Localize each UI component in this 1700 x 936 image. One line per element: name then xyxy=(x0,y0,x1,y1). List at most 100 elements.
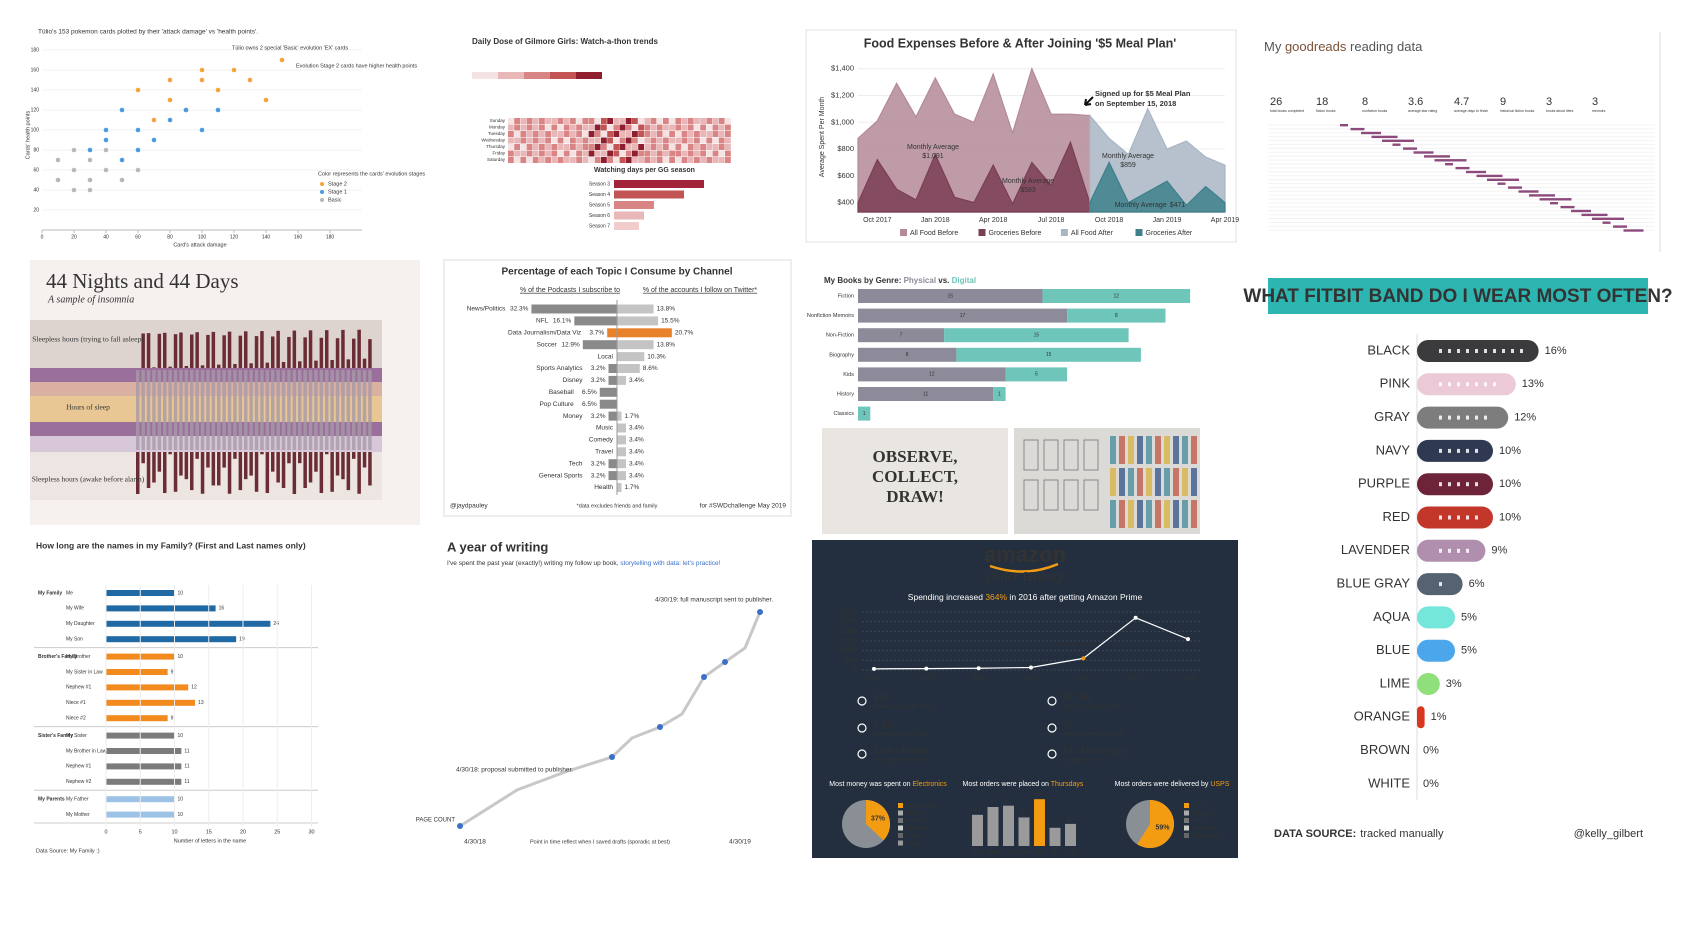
night-bar xyxy=(211,452,216,486)
x-tick-label: Jan 2018 xyxy=(921,217,950,224)
legend-swatch xyxy=(1184,803,1189,808)
heat-cell xyxy=(694,144,700,150)
value-label: 10% xyxy=(1499,478,1521,490)
value-label: 3.4% xyxy=(629,472,644,479)
heat-cell xyxy=(725,157,731,163)
category-label: AQUA xyxy=(1373,609,1410,624)
heat-cell xyxy=(675,150,682,157)
heat-cell xyxy=(669,150,675,157)
night-bar xyxy=(265,452,270,494)
band-hole xyxy=(1475,482,1478,487)
night-bar xyxy=(260,452,264,455)
value-label: 11 xyxy=(184,779,189,785)
bar xyxy=(858,308,1068,323)
sleep-bar xyxy=(287,370,291,450)
annotation: Evolution Stage 2 cards have higher heal… xyxy=(296,63,417,69)
heat-cell xyxy=(576,124,582,131)
x-tick-label: 0 xyxy=(41,234,44,240)
category-label: My Son xyxy=(66,637,83,643)
bar xyxy=(987,807,999,846)
heat-cell xyxy=(557,124,564,131)
x-tick-label: 20 xyxy=(240,829,246,835)
night-bar xyxy=(141,333,145,368)
sleep-bar xyxy=(298,370,302,450)
heat-cell xyxy=(514,118,520,124)
heat-cell xyxy=(601,150,607,157)
sleep-bar xyxy=(330,370,334,450)
timeline-bar xyxy=(1403,147,1417,150)
category-label: Nephew #1 xyxy=(66,685,92,691)
bar xyxy=(1042,289,1191,303)
x-tick-label: 60 xyxy=(135,234,141,240)
timeline-bar xyxy=(1539,198,1572,201)
band xyxy=(30,436,382,452)
band-hole xyxy=(1466,448,1469,453)
value-label: 10% xyxy=(1499,445,1521,457)
season-bar xyxy=(614,190,684,199)
y-tick-label: 100 xyxy=(31,127,40,133)
bar xyxy=(1417,606,1455,629)
photo-detail xyxy=(1128,500,1134,528)
value-label: 10 xyxy=(178,654,184,660)
value-label: 3.2% xyxy=(591,472,606,479)
point xyxy=(71,167,77,173)
average-value: $1,091 xyxy=(922,153,944,160)
band-hole xyxy=(1439,482,1442,487)
heat-cell xyxy=(520,137,527,144)
bar xyxy=(531,304,617,314)
stat-value: 1 day xyxy=(873,719,895,730)
photo-detail xyxy=(1063,439,1079,471)
heat-cell xyxy=(551,118,558,124)
bar xyxy=(608,411,617,421)
night-bar xyxy=(330,359,334,368)
value-label: 3.4% xyxy=(629,449,644,456)
heat-cell xyxy=(619,157,626,163)
heat-cell xyxy=(725,124,731,131)
sleep-bar xyxy=(254,370,259,450)
value-label: 12 xyxy=(191,685,197,691)
legend-swatch xyxy=(898,803,903,808)
band-hole xyxy=(1439,415,1442,420)
heat-cell xyxy=(669,118,675,124)
category-label: BLUE GRAY xyxy=(1337,576,1411,591)
average-label: Monthly Average xyxy=(1102,153,1154,160)
photo-detail xyxy=(1083,479,1099,511)
timeline-bar xyxy=(1560,205,1575,209)
band-hole xyxy=(1475,382,1478,387)
heat-cell xyxy=(576,118,582,124)
point xyxy=(215,87,221,93)
milestone xyxy=(701,674,707,680)
night-bar xyxy=(325,330,329,368)
category-label: ORANGE xyxy=(1354,709,1411,724)
night-bar xyxy=(292,452,297,494)
panel-title-part: USPS xyxy=(1210,781,1229,788)
heat-cell xyxy=(588,157,595,163)
row-label: Hours of sleep xyxy=(66,403,110,412)
heat-cell xyxy=(526,131,533,137)
y-tick-label: 60 xyxy=(33,167,39,173)
sleep-bar xyxy=(146,370,151,450)
heat-cell xyxy=(625,157,632,163)
night-bar xyxy=(368,339,372,368)
night-bar xyxy=(362,358,367,368)
legend-swatch xyxy=(1184,810,1189,816)
night-bar xyxy=(233,452,237,459)
heat-cell xyxy=(551,131,558,137)
stat-label: fiction books xyxy=(1316,109,1336,113)
heat-cell xyxy=(570,137,576,144)
value-label: 3.2% xyxy=(591,377,606,384)
heat-cell xyxy=(656,144,663,150)
heat-cell xyxy=(687,157,694,163)
night-bar xyxy=(271,336,275,368)
heat-cell xyxy=(570,150,576,157)
timeline-bar xyxy=(1382,139,1414,142)
sleep-bar xyxy=(260,370,264,450)
photo-detail xyxy=(1182,468,1188,496)
photo-detail xyxy=(1043,479,1059,511)
point xyxy=(183,107,189,113)
milestone xyxy=(457,823,463,829)
heat-cell xyxy=(576,131,582,137)
photo-detail xyxy=(1083,439,1099,471)
bar xyxy=(608,375,617,385)
chart-title: How long are the names in my Family? (Fi… xyxy=(36,540,306,550)
